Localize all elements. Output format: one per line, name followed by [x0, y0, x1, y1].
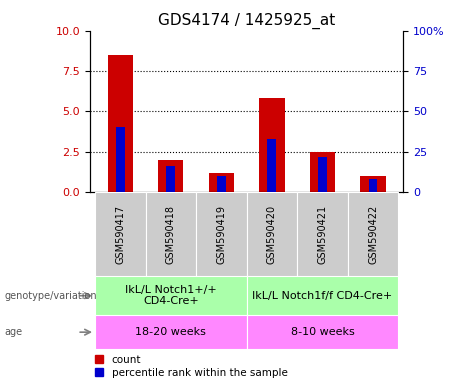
Bar — [95, 315, 247, 349]
Bar — [209, 173, 234, 192]
Bar — [361, 176, 386, 192]
Text: GSM590420: GSM590420 — [267, 205, 277, 264]
Text: GSM590417: GSM590417 — [115, 205, 125, 264]
Bar — [267, 139, 276, 192]
Legend: count, percentile rank within the sample: count, percentile rank within the sample — [95, 355, 288, 378]
Bar — [247, 192, 297, 276]
Bar — [259, 98, 284, 192]
Bar — [95, 276, 247, 315]
Title: GDS4174 / 1425925_at: GDS4174 / 1425925_at — [158, 13, 335, 29]
Text: GSM590419: GSM590419 — [216, 205, 226, 264]
Bar — [116, 127, 124, 192]
Bar — [217, 176, 226, 192]
Bar — [310, 152, 335, 192]
Text: GSM590422: GSM590422 — [368, 205, 378, 264]
Bar — [247, 276, 398, 315]
Bar — [369, 179, 378, 192]
Bar — [348, 192, 398, 276]
Bar — [297, 192, 348, 276]
Bar — [247, 315, 398, 349]
Bar — [158, 160, 183, 192]
Bar — [95, 192, 146, 276]
Text: IkL/L Notch1+/+
CD4-Cre+: IkL/L Notch1+/+ CD4-Cre+ — [125, 285, 217, 306]
Text: 8-10 weeks: 8-10 weeks — [290, 327, 355, 337]
Bar — [196, 192, 247, 276]
Bar — [318, 157, 327, 192]
Text: age: age — [5, 327, 23, 337]
Bar — [107, 55, 133, 192]
Text: 18-20 weeks: 18-20 weeks — [136, 327, 206, 337]
Bar — [166, 166, 175, 192]
Bar — [146, 192, 196, 276]
Text: GSM590418: GSM590418 — [166, 205, 176, 264]
Text: IkL/L Notch1f/f CD4-Cre+: IkL/L Notch1f/f CD4-Cre+ — [252, 291, 393, 301]
Text: GSM590421: GSM590421 — [318, 205, 327, 264]
Text: genotype/variation: genotype/variation — [5, 291, 97, 301]
